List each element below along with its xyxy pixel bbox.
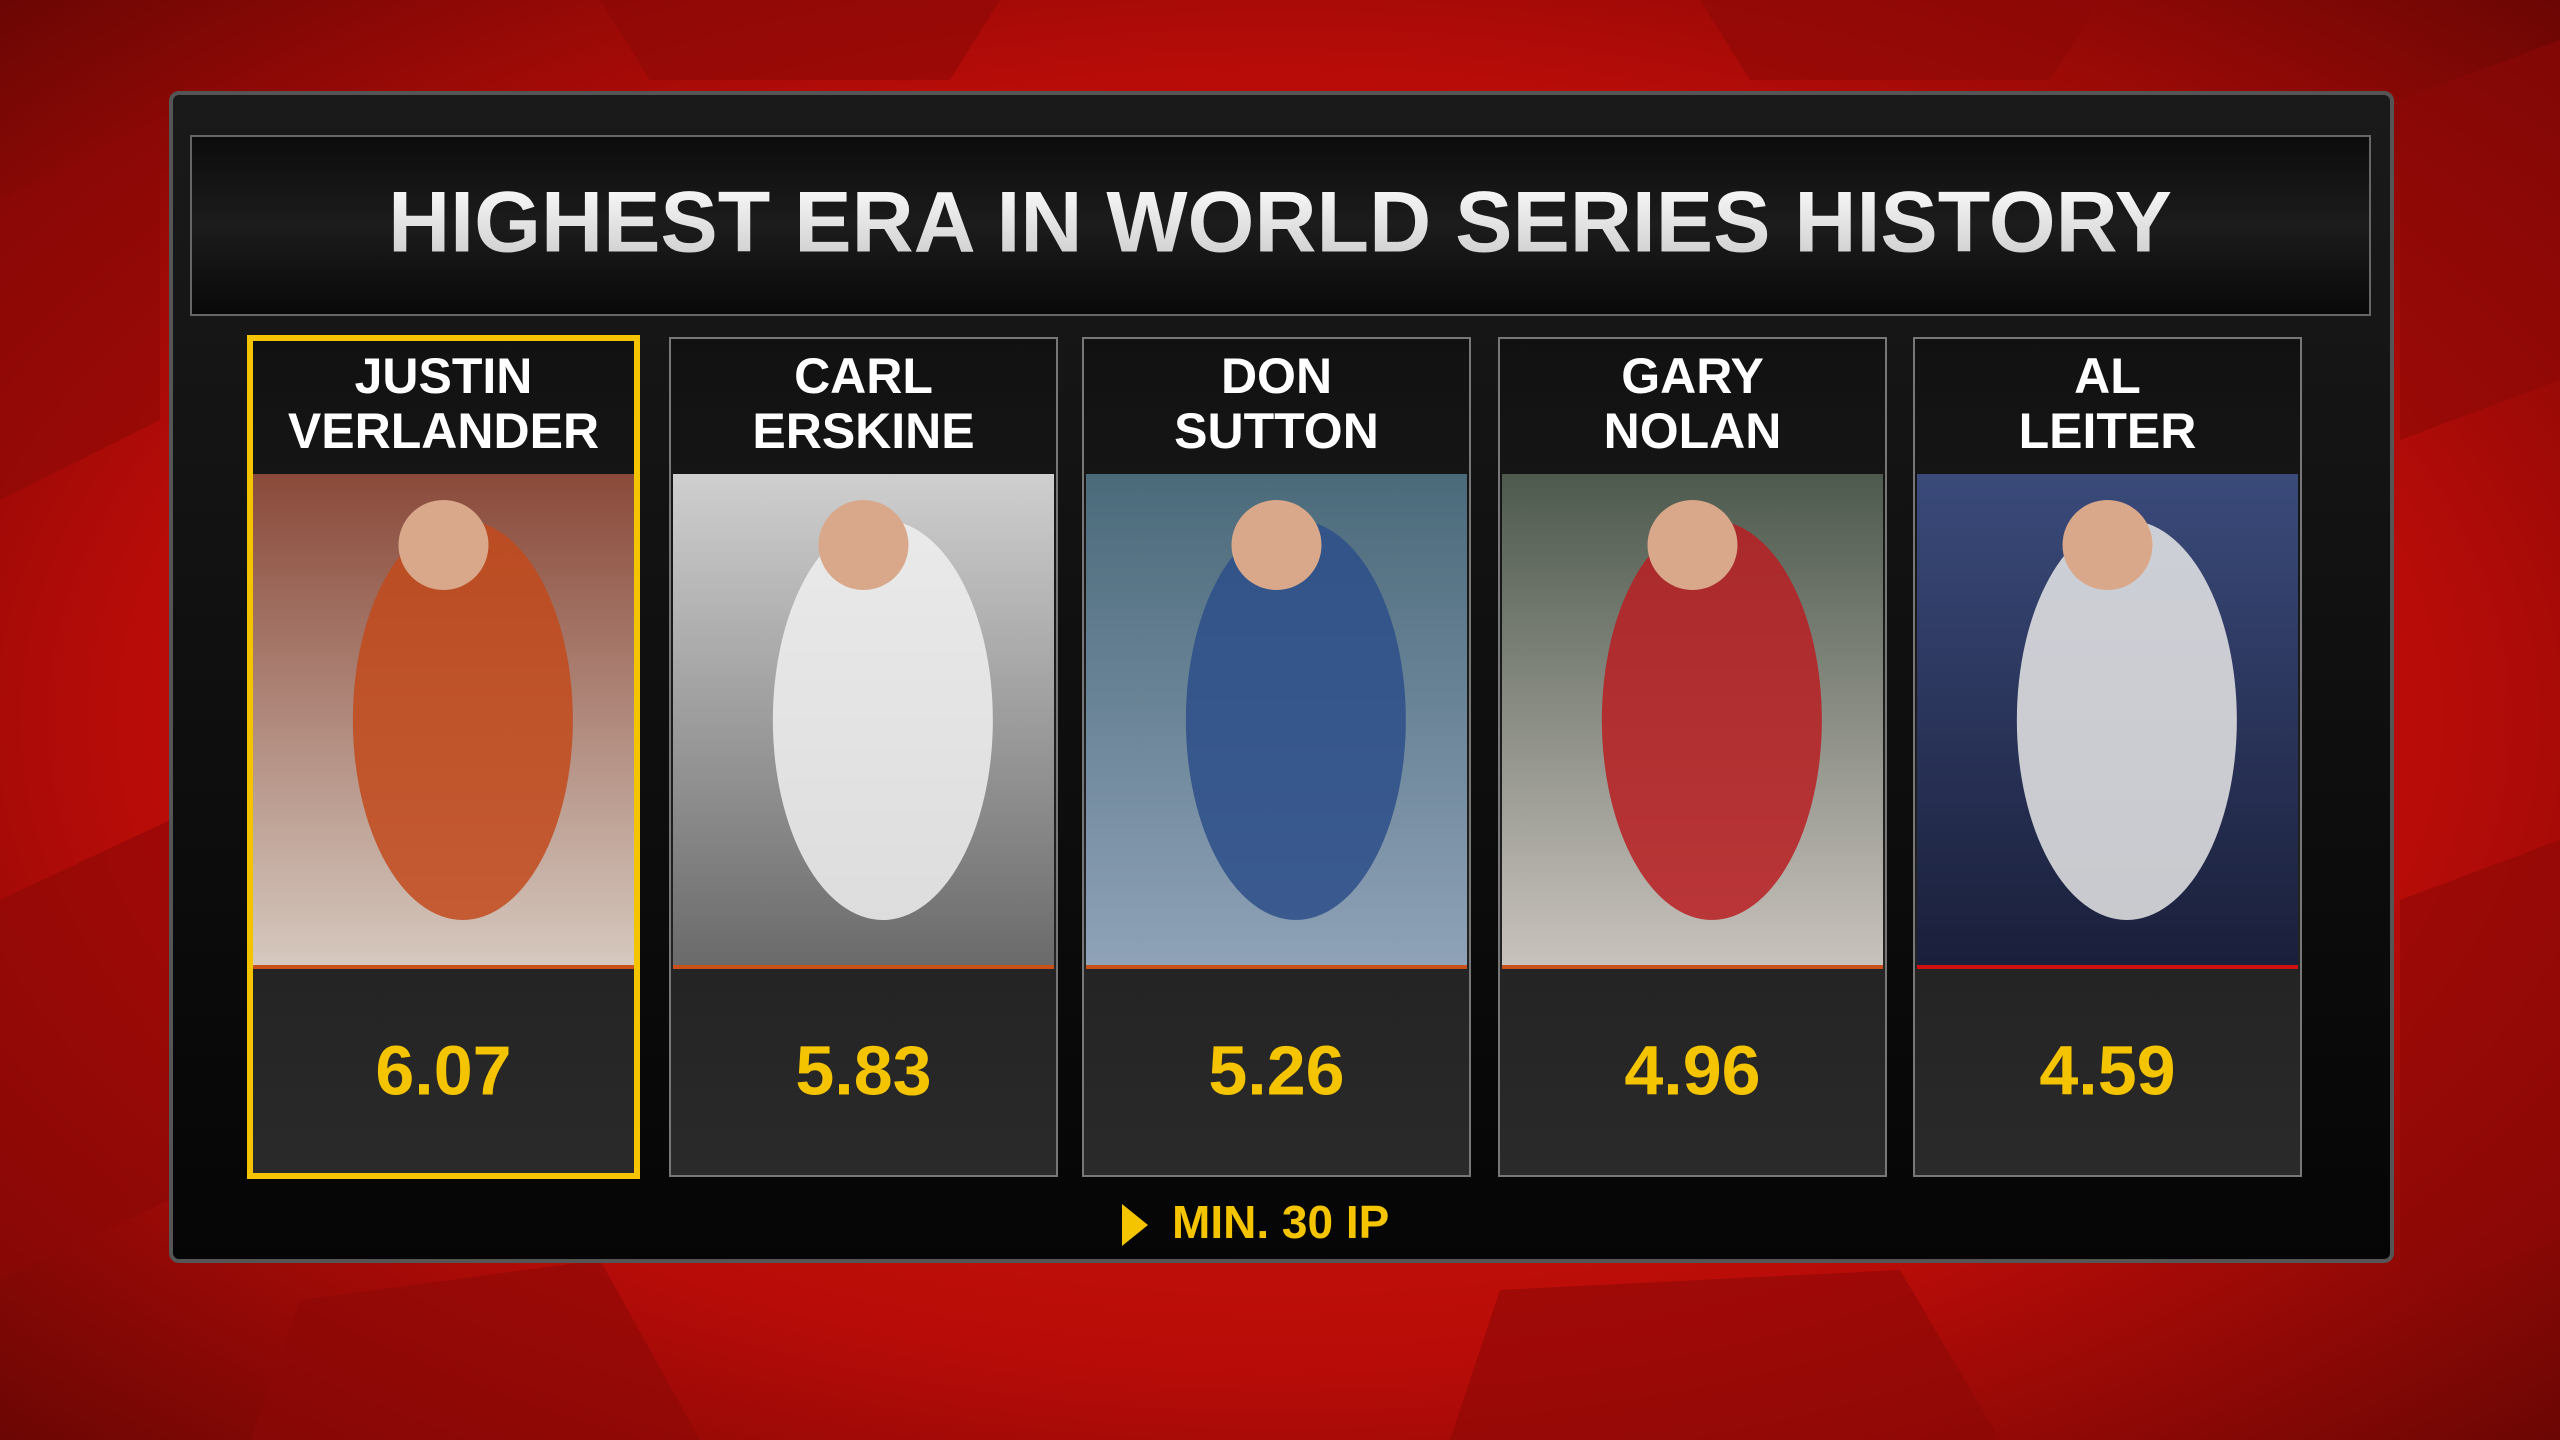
player-figure: [2016, 520, 2237, 920]
player-head: [398, 500, 489, 590]
player-figure: [1185, 520, 1406, 920]
era-value: 5.83: [795, 1031, 931, 1109]
title-bar: [190, 135, 2371, 316]
player-head: [1231, 500, 1322, 590]
player-first-name: JUSTIN: [355, 348, 533, 404]
player-last-name: ERSKINE: [752, 403, 974, 459]
player-figure: [772, 520, 993, 920]
player-last-name: NOLAN: [1604, 403, 1782, 459]
player-figure: [352, 520, 573, 920]
era-value: 4.59: [2039, 1031, 2175, 1109]
player-head: [2062, 500, 2153, 590]
player-first-name: AL: [2074, 348, 2141, 404]
footnote: MIN. 30 IP: [1172, 1196, 1389, 1248]
footnote-arrow: [1122, 1204, 1148, 1246]
player-last-name: SUTTON: [1174, 403, 1379, 459]
era-value: 6.07: [375, 1031, 511, 1109]
player-first-name: DON: [1221, 348, 1332, 404]
player-first-name: CARL: [794, 348, 933, 404]
player-last-name: VERLANDER: [288, 403, 599, 459]
player-first-name: GARY: [1621, 348, 1764, 404]
player-last-name: LEITER: [2019, 403, 2197, 459]
era-value: 4.96: [1624, 1031, 1760, 1109]
player-head: [818, 500, 909, 590]
player-figure: [1601, 520, 1822, 920]
title: HIGHEST ERA IN WORLD SERIES HISTORY: [388, 175, 2172, 271]
player-head: [1647, 500, 1738, 590]
era-value: 5.26: [1208, 1031, 1344, 1109]
